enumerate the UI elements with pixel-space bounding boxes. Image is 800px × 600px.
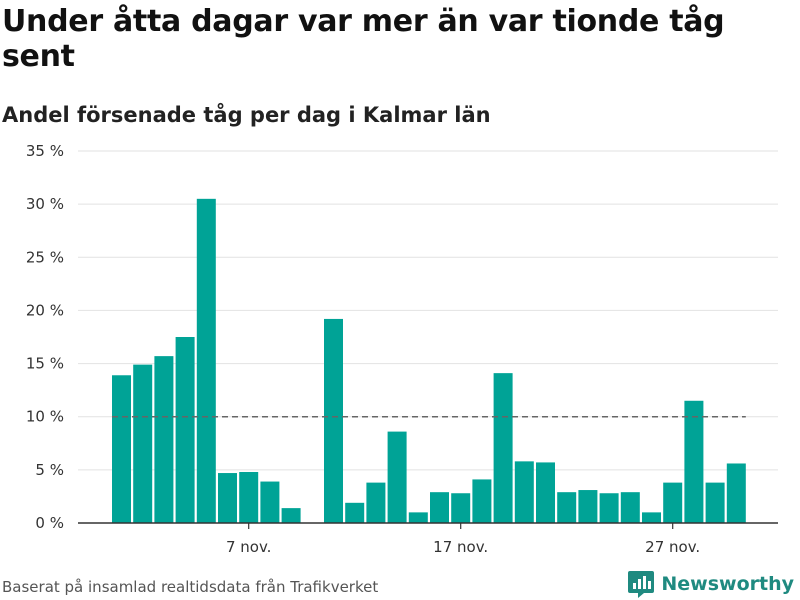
bar [408,512,428,523]
y-tick-label: 15 % [26,355,64,373]
bar [133,364,153,523]
bar [578,490,598,523]
newsworthy-logo-icon [628,571,655,598]
bar [196,198,216,524]
bar [493,373,513,523]
y-tick-label: 10 % [26,408,64,426]
bar [218,473,237,523]
bar [387,431,407,523]
bar [705,482,725,523]
bar [324,318,343,523]
y-tick-label: 0 % [35,514,64,532]
y-tick-label: 30 % [26,195,64,213]
bar [112,375,131,523]
bar [366,482,386,523]
bar [642,512,661,523]
chart-title: Under åtta dagar var mer än var tionde t… [2,4,725,74]
bar [599,493,619,523]
bar [281,508,301,523]
y-tick-label: 25 % [26,248,64,266]
bar [430,492,449,523]
brand: Newsworthy [627,569,794,599]
bar [175,337,195,523]
bar [684,400,704,523]
bar [239,471,259,523]
brand-name: Newsworthy [661,573,794,595]
y-tick-label: 5 % [35,461,64,479]
chart-subtitle: Andel försenade tåg per dag i Kalmar län [2,103,491,127]
bar [536,462,555,523]
x-tick-label: 7 nov. [226,538,271,556]
bar [451,493,471,523]
source-note: Baserat på insamlad realtidsdata från Tr… [2,578,379,596]
x-tick-label: 17 nov. [433,538,488,556]
bar [345,502,365,523]
y-tick-label: 35 % [26,142,64,160]
y-tick-label: 20 % [26,301,64,319]
bar [663,482,683,523]
bar [557,492,577,523]
x-tick-label: 27 nov. [645,538,700,556]
bar [260,481,280,523]
bar [620,492,640,523]
bar [514,461,534,523]
bar [154,356,174,523]
bar [472,479,492,523]
bar [726,463,746,523]
